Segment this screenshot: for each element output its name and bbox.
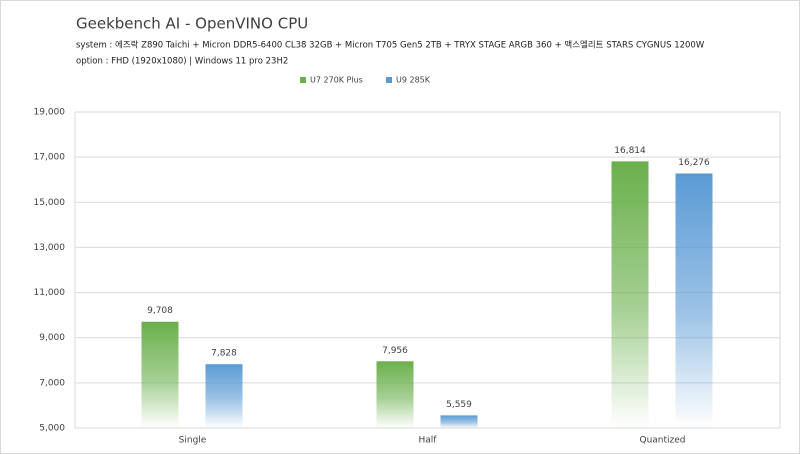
y-tick-label: 9,000 — [39, 333, 65, 343]
subtitle: system : 에즈락 Z890 Taichi + Micron DDR5-6… — [76, 40, 705, 51]
bar — [611, 161, 649, 429]
legend-swatch — [386, 77, 392, 83]
x-tick-label: Single — [179, 436, 207, 446]
x-tick-label: Half — [419, 436, 438, 446]
y-tick-label: 19,000 — [34, 108, 66, 118]
legend-swatch — [300, 77, 306, 83]
data-label: 7,956 — [382, 346, 408, 356]
legend-label: U9 285K — [396, 76, 431, 85]
y-tick-label: 15,000 — [34, 198, 66, 208]
bar — [440, 415, 478, 428]
y-tick-label: 5,000 — [39, 424, 65, 434]
bar — [141, 321, 179, 428]
y-tick-label: 17,000 — [34, 153, 66, 163]
chart-title: Geekbench AI - OpenVINO CPU — [76, 15, 308, 33]
subtitle: option : FHD (1920x1080) | Windows 11 pr… — [76, 57, 288, 67]
x-tick-label: Quantized — [639, 436, 685, 446]
y-tick-label: 7,000 — [39, 378, 65, 388]
y-tick-label: 11,000 — [34, 288, 66, 298]
bar — [376, 361, 414, 428]
bar — [675, 173, 713, 428]
data-label: 16,814 — [614, 146, 646, 156]
legend-label: U7 270K Plus — [310, 76, 363, 85]
data-label: 9,708 — [147, 306, 173, 316]
bar — [205, 364, 243, 428]
data-label: 5,559 — [446, 400, 472, 410]
y-tick-label: 13,000 — [34, 243, 66, 253]
data-label: 16,276 — [678, 158, 710, 168]
data-label: 7,828 — [211, 349, 237, 359]
